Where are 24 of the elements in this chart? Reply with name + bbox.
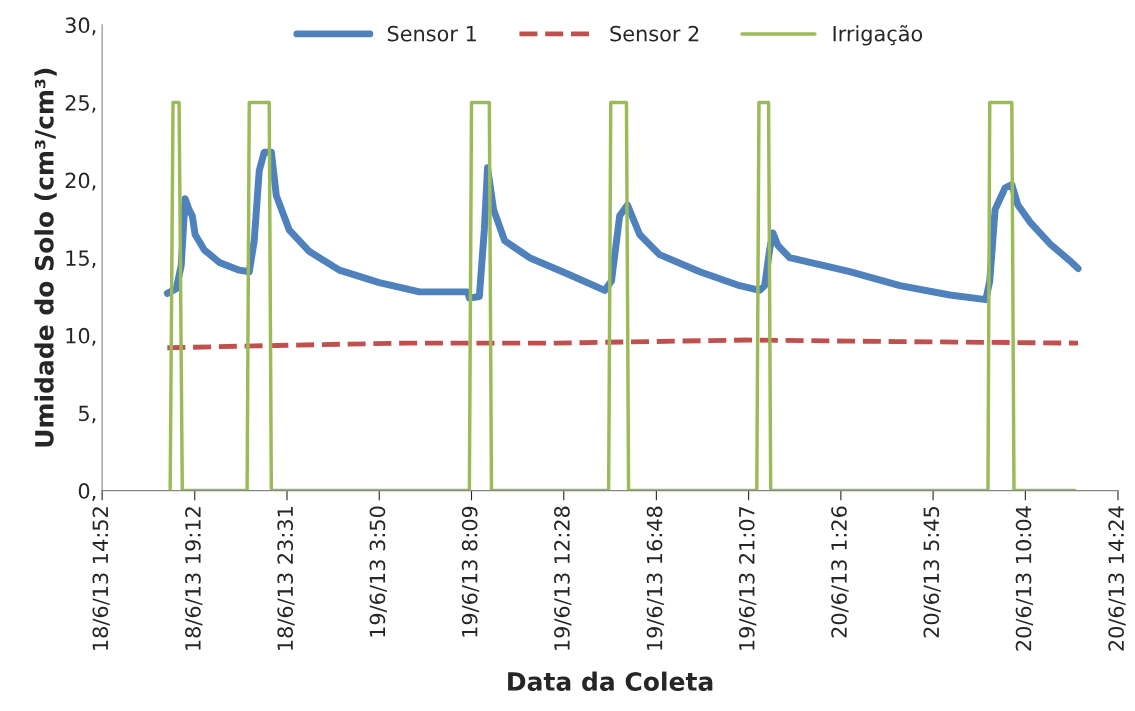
x-tick-label: 19/6/13 3:50 <box>369 506 387 637</box>
x-tick-label: 19/6/13 21:07 <box>738 506 757 650</box>
legend-label: Irrigação <box>833 25 923 46</box>
y-tick-label: 0, <box>78 483 96 501</box>
y-tick-label: 25, <box>65 94 96 113</box>
x-tick-label: 19/6/13 12:28 <box>554 506 572 650</box>
x-tick-label: 20/6/13 1:26 <box>831 506 849 638</box>
x-tick-label: 18/6/13 23:31 <box>277 507 295 650</box>
x-tick-label: 20/6/13 14:24 <box>1108 506 1126 651</box>
x-tick-label: 18/6/13 14:52 <box>92 507 110 650</box>
x-tick-label: 20/6/13 10:04 <box>1015 506 1034 651</box>
y-axis-title: Umidade do Solo (cm³/cm³) <box>34 68 57 447</box>
x-tick-label: 18/6/13 19:12 <box>185 507 203 650</box>
x-tick-label: 19/6/13 16:48 <box>646 506 665 650</box>
y-tick-label: 5, <box>79 405 96 424</box>
x-axis-title: Data da Coleta <box>508 671 713 691</box>
x-tick-label: 20/6/13 5:45 <box>923 506 941 638</box>
y-tick-label: 10, <box>66 327 96 346</box>
y-tick-label: 30, <box>65 17 96 36</box>
legend-label: Sensor 2 <box>610 25 699 42</box>
x-tick-label: 19/6/13 8:09 <box>461 506 480 637</box>
legend-label: Sensor 1 <box>387 25 476 42</box>
y-tick-label: 20, <box>65 172 96 191</box>
y-tick-label: 15, <box>66 250 96 269</box>
